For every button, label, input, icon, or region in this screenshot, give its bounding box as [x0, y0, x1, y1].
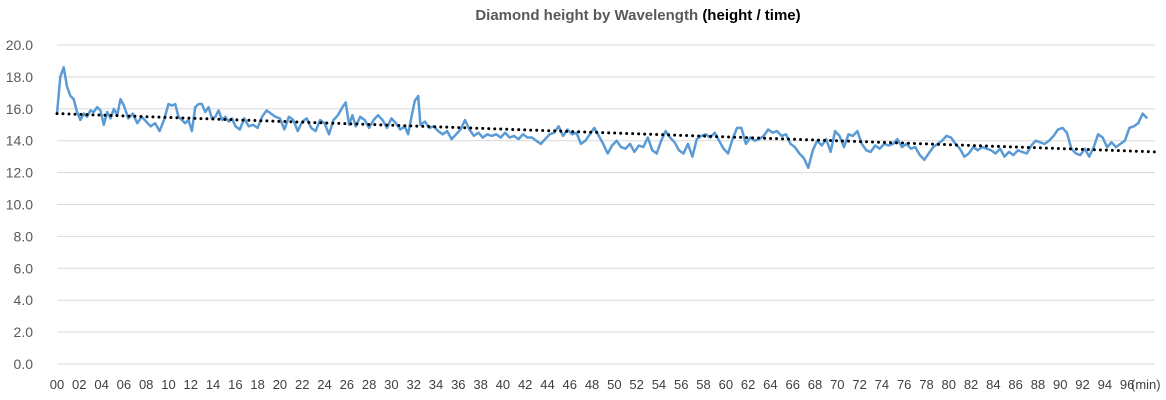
- x-tick-label: 36: [451, 377, 465, 392]
- chart-title-suffix: (height / time): [702, 7, 801, 24]
- x-tick-label: 18: [250, 377, 264, 392]
- y-tick-label: 6.0: [14, 260, 34, 276]
- x-tick-label: 42: [518, 377, 532, 392]
- x-tick-label: 50: [607, 377, 621, 392]
- x-tick-label: 80: [942, 377, 956, 392]
- y-tick-label: 20.0: [6, 37, 33, 53]
- x-tick-label: 58: [696, 377, 710, 392]
- x-tick-label: 70: [830, 377, 844, 392]
- series-line: [55, 66, 1149, 170]
- x-tick-label: 46: [563, 377, 577, 392]
- chart-title: Diamond height by Wavelength (height / t…: [0, 7, 1166, 24]
- x-tick-label: 06: [117, 377, 131, 392]
- y-tick-label: 4.0: [14, 292, 34, 308]
- x-tick-label: 60: [719, 377, 733, 392]
- y-tick-label: 10.0: [6, 197, 33, 213]
- x-tick-label: 16: [228, 377, 242, 392]
- x-tick-label: 40: [496, 377, 510, 392]
- x-tick-label: 82: [964, 377, 978, 392]
- x-tick-label: 56: [674, 377, 688, 392]
- x-tick-label: 88: [1031, 377, 1045, 392]
- gridlines: [57, 44, 1155, 365]
- chart-title-main: Diamond height by Wavelength: [475, 7, 699, 24]
- y-tick-label: 0.0: [14, 356, 34, 372]
- y-axis-ticks: 0.0 2.0 4.0 6.0 8.0 10.0 12.0 14.0 16.0 18.0 20.0: [6, 37, 33, 372]
- x-tick-label: 08: [139, 377, 153, 392]
- y-tick-label: 18.0: [6, 69, 33, 85]
- y-tick-label: 16.0: [6, 101, 33, 117]
- x-tick-label: 54: [652, 377, 666, 392]
- x-tick-label: 94: [1098, 377, 1112, 392]
- x-tick-label: 90: [1053, 377, 1067, 392]
- x-tick-label: 22: [295, 377, 309, 392]
- x-tick-label: 30: [384, 377, 398, 392]
- x-tick-label: 86: [1008, 377, 1022, 392]
- x-tick-label: 78: [919, 377, 933, 392]
- x-tick-label: 20: [273, 377, 287, 392]
- x-axis-unit-label: (min): [1131, 377, 1161, 392]
- x-tick-label: 62: [741, 377, 755, 392]
- x-tick-label: 44: [540, 377, 554, 392]
- x-tick-label: 10: [161, 377, 175, 392]
- x-tick-label: 28: [362, 377, 376, 392]
- x-axis-ticks: 00 02 04 06 08 10 12 14 16 18 20 22 24 26 28 30 32 34 36 38…: [50, 377, 1135, 392]
- x-tick-label: 24: [317, 377, 331, 392]
- y-tick-label: 12.0: [6, 165, 33, 181]
- x-tick-label: 04: [94, 377, 108, 392]
- x-tick-label: 84: [986, 377, 1000, 392]
- x-tick-label: 74: [875, 377, 889, 392]
- x-tick-label: 02: [72, 377, 86, 392]
- x-tick-label: 68: [808, 377, 822, 392]
- x-tick-label: 72: [852, 377, 866, 392]
- x-tick-label: 34: [429, 377, 443, 392]
- x-tick-label: 00: [50, 377, 64, 392]
- x-tick-label: 32: [406, 377, 420, 392]
- y-tick-label: 8.0: [14, 228, 34, 244]
- series-layer: [55, 66, 1149, 170]
- x-tick-label: 26: [340, 377, 354, 392]
- x-tick-label: 12: [184, 377, 198, 392]
- x-tick-label: 92: [1075, 377, 1089, 392]
- x-tick-label: 66: [785, 377, 799, 392]
- x-tick-label: 96: [1120, 377, 1134, 392]
- x-tick-label: 52: [629, 377, 643, 392]
- x-tick-label: 14: [206, 377, 220, 392]
- y-tick-label: 2.0: [14, 324, 34, 340]
- x-tick-label: 64: [763, 377, 777, 392]
- x-tick-label: 48: [585, 377, 599, 392]
- x-tick-label: 38: [473, 377, 487, 392]
- y-tick-label: 14.0: [6, 133, 33, 149]
- x-tick-label: 76: [897, 377, 911, 392]
